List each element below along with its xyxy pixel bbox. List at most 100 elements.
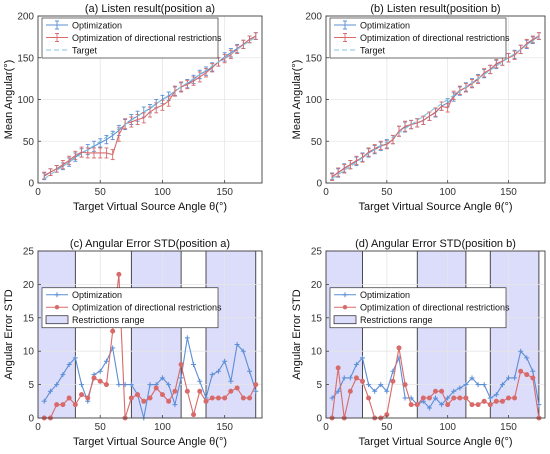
data-point-star <box>335 365 341 371</box>
data-point-plus <box>360 355 365 361</box>
data-point-plus <box>103 358 109 364</box>
data-point-star <box>66 395 72 401</box>
data-point-star <box>147 395 153 401</box>
y-tick-label: 0 <box>28 414 34 425</box>
chart-title: (d) Angular Error STD(position b) <box>355 238 516 250</box>
data-point-plus <box>253 388 259 394</box>
y-tick-label: 25 <box>23 247 35 258</box>
data-point-plus <box>159 375 165 381</box>
data-point-star <box>463 395 469 401</box>
data-point-plus <box>384 388 390 394</box>
y-tick-label: 20 <box>23 280 35 291</box>
data-point-plus <box>451 388 457 394</box>
data-point-star <box>79 392 85 398</box>
legend-label: Target <box>360 46 386 56</box>
legend: Optimization Optimization of directional … <box>329 17 510 59</box>
x-tick-label: 50 <box>95 187 107 198</box>
y-axis-label: Angular Error STD <box>291 289 303 380</box>
plot-frame <box>37 250 263 419</box>
data-point-star <box>103 382 109 388</box>
data-point-plus <box>433 395 438 401</box>
data-point-star <box>141 398 147 404</box>
legend-marker <box>54 305 60 310</box>
series-line-2 <box>331 36 540 180</box>
data-point-plus <box>530 368 536 374</box>
data-point-star <box>390 378 396 384</box>
data-point-star <box>85 395 91 401</box>
data-point-star <box>184 388 190 394</box>
x-axis-label: Target Virtual Source Angle θ(°) <box>73 201 227 213</box>
data-point-plus <box>524 355 530 361</box>
data-point-star <box>240 395 246 401</box>
x-tick-label: 0 <box>323 422 329 433</box>
x-tick-label: 100 <box>439 422 456 433</box>
data-point-star <box>366 395 372 401</box>
data-point-star <box>215 395 221 401</box>
x-tick-label: 100 <box>439 187 456 198</box>
y-tick-label: 25 <box>311 247 323 258</box>
data-point-plus <box>66 362 72 368</box>
legend-marker <box>342 305 348 310</box>
data-point-star <box>172 388 178 394</box>
chart-panel-0: 0 50 100 150 0 50 100 150 200 (a) Listen result(p… <box>3 3 263 213</box>
legend-label: Target <box>72 46 98 56</box>
legend: Optimization Optimization of directional … <box>329 287 510 329</box>
legend-swatch-restriction <box>333 315 357 325</box>
data-point-plus <box>335 388 341 394</box>
data-point-star <box>469 402 475 408</box>
legend-box <box>41 17 219 59</box>
data-point-plus <box>41 398 47 404</box>
data-point-plus <box>366 382 372 388</box>
data-point-star <box>222 395 228 401</box>
data-point-plus <box>445 395 451 401</box>
data-point-star <box>432 388 438 394</box>
legend-swatch-restriction <box>45 315 69 325</box>
data-point-star <box>493 398 499 404</box>
data-point-plus <box>60 372 66 378</box>
data-point-star <box>518 368 524 374</box>
data-point-star <box>97 378 103 384</box>
legend-label: Optimization of directional restrictions <box>72 303 222 313</box>
data-point-star <box>408 402 414 408</box>
data-point-star <box>91 375 97 381</box>
data-point-star <box>203 398 209 404</box>
legend-marker <box>55 33 59 42</box>
data-point-star <box>402 382 408 388</box>
y-tick-label: 5 <box>316 380 322 391</box>
data-point-plus <box>353 362 359 368</box>
data-point-star <box>234 385 240 391</box>
data-point-star <box>524 372 530 378</box>
data-point-star <box>445 402 451 408</box>
data-point-star <box>481 398 487 404</box>
legend-label: Optimization <box>72 21 122 31</box>
x-tick-label: 150 <box>500 422 517 433</box>
data-point-plus <box>209 372 215 378</box>
data-point-plus <box>222 358 228 364</box>
data-point-plus <box>184 335 190 341</box>
data-point-plus <box>240 348 246 354</box>
x-tick-label: 100 <box>154 422 171 433</box>
y-tick-label: 10 <box>311 347 323 358</box>
y-tick-label: 200 <box>17 12 34 23</box>
restriction-range-0 <box>37 250 76 419</box>
x-tick-label: 50 <box>381 187 393 198</box>
chart-title: (c) Angular Error STD(position a) <box>70 238 230 250</box>
data-point-star <box>60 402 66 408</box>
y-tick-label: 50 <box>311 137 323 148</box>
data-point-plus <box>54 382 60 388</box>
data-point-star <box>353 375 359 381</box>
data-point-star <box>475 402 481 408</box>
legend: Optimization Optimization of directional … <box>41 287 222 329</box>
y-axis-label: Mean Angular(°) <box>291 60 303 140</box>
data-point-star <box>499 398 505 404</box>
data-point-star <box>135 392 141 398</box>
y-tick-label: 100 <box>17 95 34 106</box>
data-point-star <box>457 395 463 401</box>
data-point-star <box>253 382 259 388</box>
y-tick-label: 5 <box>28 380 34 391</box>
y-tick-label: 20 <box>311 280 323 291</box>
y-tick-label: 200 <box>305 12 322 23</box>
data-point-plus <box>128 382 134 388</box>
data-point-plus <box>191 362 197 368</box>
